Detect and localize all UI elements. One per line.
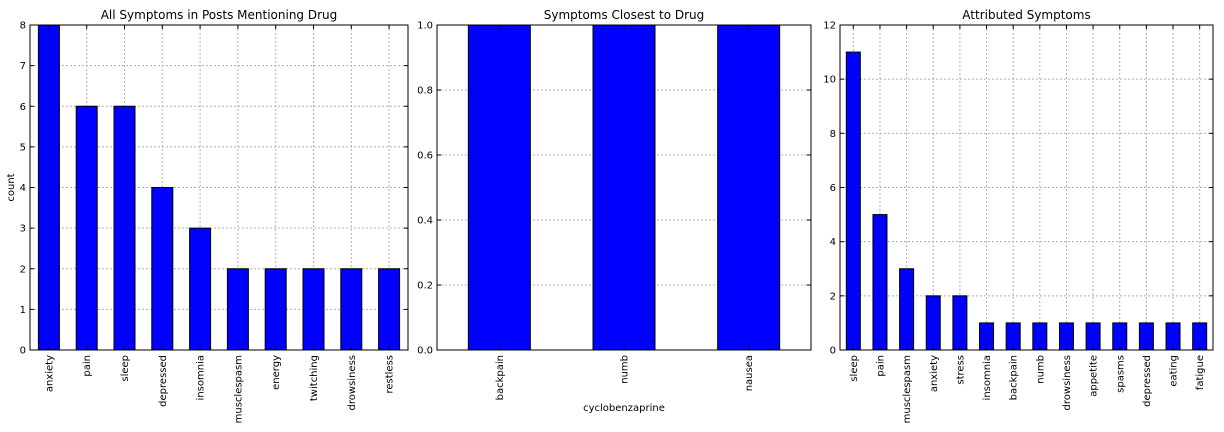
x-tick-label: stress (955, 355, 966, 385)
bar-restless (378, 268, 401, 351)
chart-title: Attributed Symptoms (962, 8, 1090, 22)
x-tick-label: insomnia (982, 355, 993, 400)
x-tick-label: drowsiness (347, 355, 358, 410)
y-tick-label: 0 (20, 346, 26, 357)
y-tick-label: 1 (20, 305, 26, 316)
x-tick-label: energy (271, 355, 282, 390)
bar-appetite (1085, 322, 1101, 351)
x-tick-label: backpain (495, 355, 506, 400)
y-tick-label: 2 (830, 291, 836, 302)
bar-pain (75, 105, 98, 351)
x-tick-label: musclespasm (233, 355, 244, 423)
x-tick-label: fatigue (1195, 355, 1206, 390)
bar-drowsiness (340, 268, 363, 351)
bar-anxiety (925, 295, 941, 351)
y-tick-label: 10 (823, 75, 836, 86)
y-tick-label: 7 (20, 61, 26, 72)
bar-energy (264, 268, 287, 351)
x-tick-label: numb (1035, 355, 1046, 384)
y-tick-label: 12 (823, 21, 836, 32)
y-tick-label: 8 (830, 129, 836, 140)
chart-panel-2: Symptoms Closest to Drug 0.0 0.2 0.4 0.6 0.8 1… (417, 8, 812, 414)
x-axis-label: cyclobenzaprine (583, 403, 665, 414)
y-tick-label: 0.8 (417, 86, 433, 97)
y-tick-label: 0.4 (417, 216, 433, 227)
x-tick-label: insomnia (196, 355, 207, 400)
x-tick-label: twitching (309, 355, 320, 401)
x-tick-label: eating (1169, 355, 1180, 387)
bar-musclespasm (899, 268, 915, 351)
y-axis-label: count (6, 173, 17, 201)
bar-numb (592, 24, 656, 351)
y-tick-label: 0 (830, 346, 836, 357)
chart-title: Symptoms Closest to Drug (544, 8, 705, 22)
y-tick-label: 3 (20, 224, 26, 235)
x-tick-label: pain (82, 355, 93, 377)
y-tick-label: 0.0 (417, 346, 433, 357)
bar-insomnia (979, 322, 995, 351)
y-tick-label: 2 (20, 264, 26, 275)
bar-depressed (151, 187, 174, 351)
bar-eating (1165, 322, 1181, 351)
bar-sleep (113, 105, 136, 351)
y-tick-label: 8 (20, 21, 26, 32)
chart-panel-1: All Symptoms in Posts Mentioning Drug 0 1 2… (6, 8, 409, 423)
axes-frame (839, 24, 1214, 351)
chart-title: All Symptoms in Posts Mentioning Drug (101, 8, 338, 22)
x-tick-label: sleep (120, 355, 131, 382)
x-tick-label: nausea (744, 355, 755, 391)
y-tick-label: 5 (20, 142, 26, 153)
bar-nausea (717, 24, 781, 351)
bar-stress (952, 295, 968, 351)
bar-spasms (1112, 322, 1128, 351)
x-tick-label: pain (875, 355, 886, 377)
x-tick-label: restless (385, 355, 396, 394)
y-tick-label: 4 (20, 183, 26, 194)
bar-twitching (302, 268, 325, 351)
x-tick-label: backpain (1009, 355, 1020, 400)
x-tick-label: anxiety (44, 355, 55, 392)
bar-anxiety (37, 24, 60, 351)
bar-backpain (467, 24, 531, 351)
chart-panel-3: Attributed Symptoms 0 2 4 6 8 10 12 sleep pain mus… (823, 8, 1214, 423)
x-tick-label: depressed (1142, 355, 1153, 407)
y-tick-label: 1.0 (417, 21, 433, 32)
axes-frame (436, 24, 812, 351)
bar-depressed (1138, 322, 1154, 351)
bar-musclespasm (226, 268, 249, 351)
x-tick-label: spasms (1115, 355, 1126, 393)
x-tick-label: appetite (1089, 355, 1100, 397)
bar-fatigue (1192, 322, 1208, 351)
bar-sleep (845, 51, 861, 351)
x-tick-label: numb (620, 355, 631, 384)
x-tick-label: drowsiness (1062, 355, 1073, 410)
x-tick-label: sleep (849, 355, 860, 382)
y-tick-label: 0.6 (417, 151, 433, 162)
bar-pain (872, 214, 888, 351)
y-tick-label: 4 (830, 237, 836, 248)
y-tick-label: 6 (20, 102, 26, 113)
x-tick-label: anxiety (929, 355, 940, 392)
x-tick-label: musclespasm (902, 355, 913, 423)
axes-frame (29, 24, 409, 351)
x-tick-label: depressed (158, 355, 169, 407)
bar-backpain (1005, 322, 1021, 351)
bar-drowsiness (1058, 322, 1074, 351)
y-tick-label: 6 (830, 183, 836, 194)
bar-numb (1032, 322, 1048, 351)
y-tick-label: 0.2 (417, 281, 433, 292)
bar-insomnia (189, 227, 212, 351)
